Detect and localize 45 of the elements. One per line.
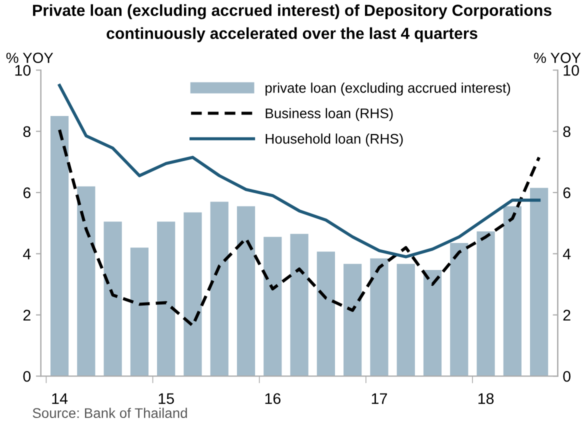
bar	[476, 231, 495, 376]
bar	[316, 252, 335, 376]
legend-label: Household loan (RHS)	[266, 134, 403, 146]
x-tick-label: 17	[372, 393, 387, 404]
y-tick-label: 0	[23, 370, 31, 382]
y2-tick-label: 4	[562, 248, 571, 260]
bar	[503, 206, 522, 376]
y-tick-label: 6	[23, 187, 30, 198]
bar	[130, 248, 149, 376]
source-note: Source: Bank of Thailand	[32, 408, 187, 418]
y2-tick-label: 6	[563, 187, 570, 198]
y2-tick-label: 8	[563, 126, 570, 138]
y2-tick-label: 0	[563, 370, 570, 382]
y2-axis-title: % YOY	[534, 52, 581, 63]
legend-label: private loan (excluding accrued interest)	[266, 82, 510, 96]
bar	[50, 116, 69, 376]
legend-label: Business loan (RHS)	[266, 108, 393, 122]
x-tick-label: 18	[478, 393, 494, 404]
y-tick-label: 4	[23, 248, 31, 260]
bar	[77, 186, 96, 376]
y-tick-label: 2	[23, 310, 30, 320]
y-tick-label: 8	[23, 126, 30, 138]
bar	[104, 222, 122, 376]
line-series	[58, 128, 541, 328]
bar	[184, 212, 202, 376]
y-axis-title: % YOY	[6, 52, 54, 63]
bar	[344, 264, 362, 376]
bar	[450, 243, 468, 376]
line-series	[58, 84, 541, 258]
bar	[530, 188, 548, 376]
chart-title: Private loan (excluding accrued interest) of Depository Corporations continuously accelerated over the last 4 quarters	[33, 4, 552, 42]
bar	[396, 264, 415, 376]
x-tick-label: 15	[158, 393, 174, 404]
x-tick-label: 16	[265, 393, 280, 404]
y-tick-label: 10	[15, 64, 31, 76]
bar	[290, 234, 308, 376]
x-tick-label: 14	[52, 393, 68, 404]
bar	[423, 270, 442, 376]
y2-tick-label: 10	[564, 64, 579, 76]
bar	[370, 258, 388, 376]
bar	[157, 222, 176, 376]
bar	[210, 202, 228, 376]
y2-tick-label: 2	[563, 310, 570, 320]
bar	[236, 206, 256, 376]
bar	[264, 236, 282, 376]
